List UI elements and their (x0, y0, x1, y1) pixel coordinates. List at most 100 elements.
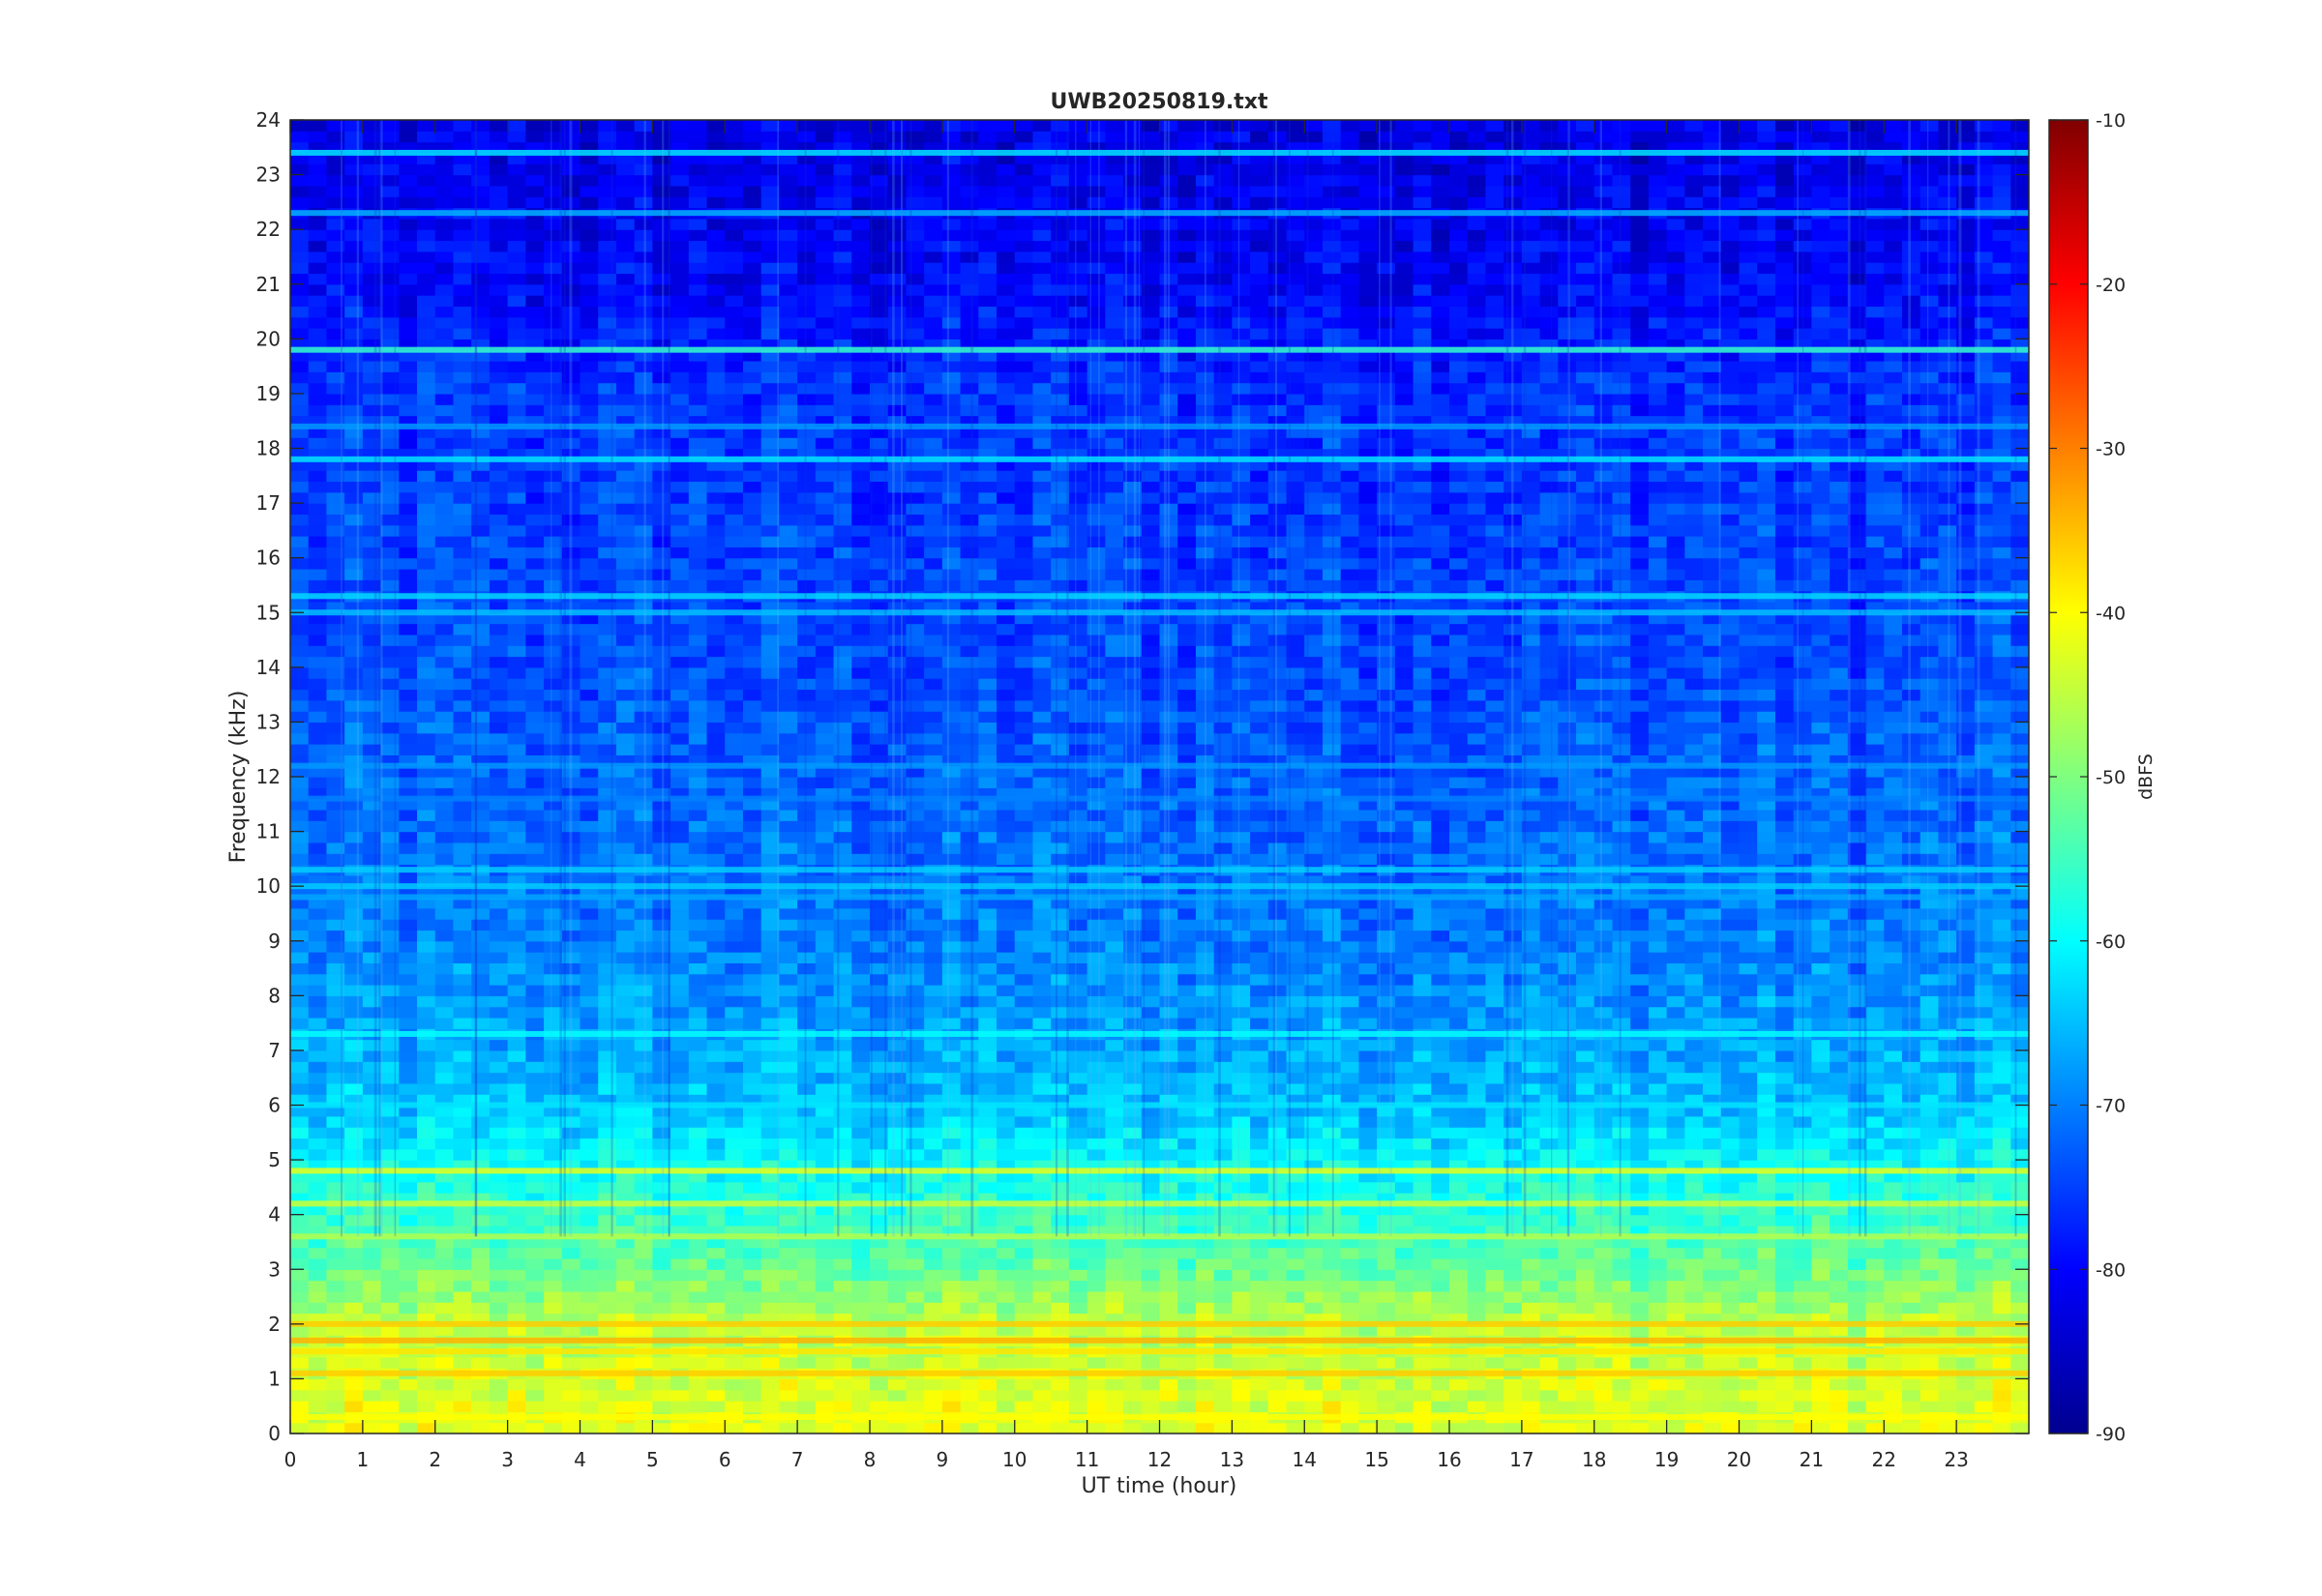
spectrogram-cell (1865, 1389, 1885, 1402)
spectrogram-cell (507, 995, 526, 1008)
spectrogram-cell (978, 1082, 997, 1095)
spectrogram-cell (615, 1049, 636, 1062)
spectrogram-cell (434, 1356, 455, 1369)
spectrogram-cell (815, 962, 835, 975)
spectrogram-cell (2010, 1138, 2029, 1150)
spectrogram-cell (1811, 1378, 1831, 1391)
spectrogram-cell (1467, 874, 1487, 887)
spectrogram-cell (797, 940, 817, 953)
spectrogram-cell (1739, 1072, 1758, 1084)
spectrogram-cell (1938, 1160, 1957, 1171)
spectrogram-cell (1250, 1247, 1269, 1259)
spectrogram-cell (1956, 1269, 1976, 1282)
spectrogram-cell (833, 973, 852, 986)
spectrogram-cell (1267, 1323, 1288, 1336)
spectrogram-cell (1593, 1181, 1614, 1194)
spectrogram-cell (598, 1280, 617, 1292)
spectrogram-cell (525, 1148, 545, 1161)
spectrogram-cell (1141, 897, 1161, 909)
spectrogram-cell (1267, 1290, 1288, 1303)
spectrogram-cell (1322, 962, 1342, 975)
spectrogram-cell (1141, 1236, 1161, 1249)
spectrogram-cell (1087, 1049, 1106, 1062)
spectrogram-cell (1105, 962, 1124, 975)
spectrogram-cell (1793, 995, 1812, 1008)
spectrogram-cell (1720, 1017, 1741, 1029)
spectrogram-cell (1720, 1356, 1741, 1369)
spectrogram-cell (1956, 1006, 1976, 1019)
spectrogram-cell (1830, 1247, 1849, 1259)
spectrogram-cell (290, 1422, 310, 1433)
spectrogram-cell (1684, 1181, 1704, 1194)
spectrogram-cell (1232, 952, 1251, 963)
spectrogram-cell (1340, 1247, 1360, 1259)
spectrogram-cell (1847, 1072, 1867, 1084)
spectrogram-cell (1286, 1105, 1305, 1117)
spectrogram-cell (561, 874, 581, 887)
spectrogram-cell (561, 952, 581, 963)
spectrogram-cell (634, 919, 653, 931)
spectrogram-cell (706, 1280, 726, 1292)
spectrogram-cell (1648, 1138, 1668, 1150)
spectrogram-cell (598, 1181, 617, 1194)
spectrogram-cell (1413, 1313, 1432, 1325)
spectrogram-cell (1195, 1203, 1215, 1216)
spectrogram-cell (1938, 1302, 1957, 1315)
spectrogram-cell (1938, 1115, 1957, 1128)
spectrogram-cell (1413, 897, 1432, 909)
spectrogram-cell (1032, 1170, 1052, 1183)
spectrogram-cell (978, 1061, 997, 1074)
spectrogram-cell (978, 985, 997, 996)
spectrogram-cell (417, 1049, 436, 1062)
spectrogram-cell (1576, 1039, 1595, 1051)
spectrogram-cell (1720, 874, 1741, 887)
spectrogram-cell (308, 919, 328, 931)
spectrogram-cell (1159, 1148, 1178, 1161)
spectrogram-cell (1286, 1401, 1305, 1412)
spectrogram-cell (1720, 1049, 1741, 1062)
spectrogram-cell (652, 1006, 671, 1019)
spectrogram-cell (1123, 985, 1143, 996)
spectrogram-cell (598, 1127, 617, 1139)
spectrogram-cell (760, 1225, 781, 1237)
spectrogram-cell (1467, 1422, 1487, 1433)
spectrogram-cell (1793, 1017, 1812, 1029)
spectrogram-cell (344, 1039, 364, 1051)
spectrogram-cell (833, 1389, 852, 1402)
spectrogram-cell (1593, 995, 1614, 1008)
spectrogram-cell (833, 1017, 852, 1029)
spectrogram-cell (1612, 962, 1631, 975)
spectrogram-cell (1267, 1422, 1288, 1433)
spectrogram-cell (1195, 1049, 1215, 1062)
spectrogram-cell (1105, 1323, 1124, 1336)
spectrogram-cell (1811, 1257, 1831, 1270)
spectrogram-cell (634, 1214, 653, 1227)
spectrogram-cell (1992, 897, 2011, 909)
spectrogram-cell (1358, 1094, 1378, 1107)
spectrogram-cell (2010, 985, 2029, 996)
spectrogram-cell (1974, 1214, 1994, 1227)
spectrogram-cell (1087, 1389, 1106, 1402)
spectrogram-cell (434, 930, 455, 942)
spectrogram-cell (1539, 1127, 1559, 1139)
spectrogram-cell (1757, 985, 1776, 996)
spectrogram-cell (634, 1247, 653, 1259)
spectrogram-cell (308, 1236, 328, 1249)
spectrogram-cell (1087, 1247, 1106, 1259)
spectrogram-cell (1992, 1127, 2011, 1139)
spectrogram-cell (1467, 1302, 1487, 1315)
spectrogram-cell (489, 919, 509, 931)
spectrogram-cell (1539, 919, 1559, 931)
spectrogram-cell (1340, 1127, 1360, 1139)
spectrogram-cell (1684, 919, 1704, 931)
spectrogram-cell (434, 1280, 455, 1292)
spectrogram-cell (1539, 973, 1559, 986)
spectrogram-cell (1612, 940, 1631, 953)
spectrogram-cell (417, 995, 436, 1008)
spectrogram-cell (797, 1378, 817, 1391)
spectrogram-cell (1413, 1181, 1432, 1194)
spectrogram-cell (1213, 1356, 1233, 1369)
spectrogram-cell (652, 874, 671, 887)
spectrogram-cell (1431, 1094, 1450, 1107)
spectrogram-cell (362, 1401, 382, 1412)
